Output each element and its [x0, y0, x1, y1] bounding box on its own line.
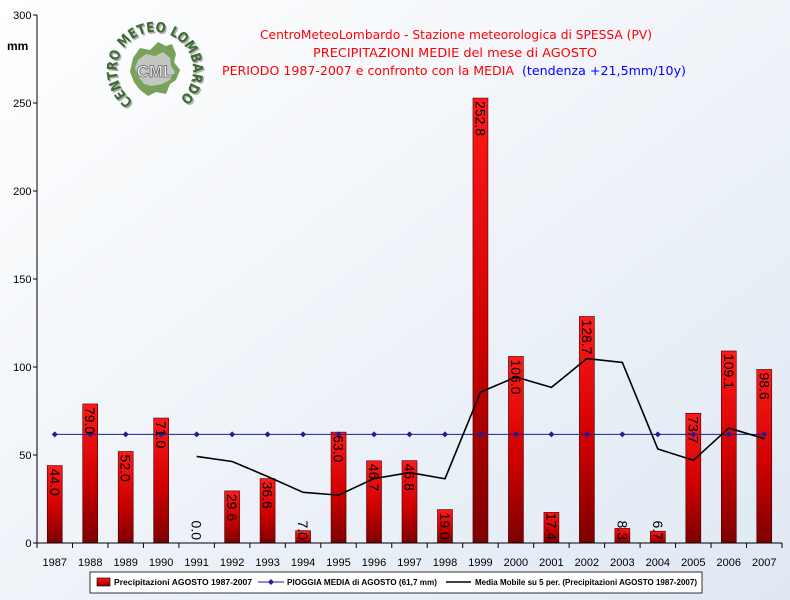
mean-marker-1993	[264, 431, 271, 438]
chart-title-line2: PRECIPITAZIONI MEDIE del mese di AGOSTO	[313, 46, 597, 60]
legend-label-mean: PIOGGIA MEDIA di AGOSTO (61,7 mm)	[287, 578, 437, 587]
mean-marker-1987	[51, 431, 58, 438]
data-labels: 44.0 79.0 52.0 71.0 0.0 29.6 36.6 7.0 63.0 46.7 46…	[47, 101, 773, 540]
x-tick-label-1999: 1999	[468, 557, 492, 569]
data-label-1992: 29.6	[224, 494, 240, 521]
data-label-2003: 8.3	[614, 521, 630, 541]
y-tick-label-0: 0	[25, 538, 31, 550]
data-label-1999: 252.8	[472, 101, 488, 136]
mean-marker-2005	[690, 431, 697, 438]
data-label-2006: 109.1	[721, 354, 737, 389]
bars-series	[46, 97, 773, 544]
data-label-1997: 46.8	[402, 464, 418, 491]
y-tick-label-250: 250	[13, 98, 31, 110]
data-label-1988: 79.0	[82, 407, 98, 434]
y-axis-ticks: 0 50 100 150 200 250 300	[13, 10, 37, 550]
mean-marker-1991	[193, 431, 200, 438]
legend-label-moving-average: Media Mobile su 5 per. (Precipitazioni A…	[475, 578, 697, 587]
chart-trend-note: (tendenza +21,5mm/10y)	[522, 64, 686, 78]
y-tick-label-200: 200	[13, 186, 31, 198]
data-label-1989: 52.0	[118, 454, 134, 481]
mean-marker-2007	[761, 431, 768, 438]
x-tick-label-2006: 2006	[717, 557, 741, 569]
x-tick-label-2002: 2002	[575, 557, 599, 569]
x-tick-label-1988: 1988	[78, 557, 102, 569]
mean-marker-1998	[441, 431, 448, 438]
moving-average-series	[196, 357, 765, 496]
x-tick-label-1989: 1989	[113, 557, 137, 569]
x-tick-label-2001: 2001	[539, 557, 563, 569]
data-label-1993: 36.6	[260, 482, 276, 509]
x-axis-ticks: 1987 1988 1989 1990 1991 1992 1993 1994 1995 1996…	[36, 543, 783, 569]
x-tick-label-2003: 2003	[610, 557, 634, 569]
data-label-2005: 73.7	[685, 416, 701, 443]
mean-marker-2001	[548, 431, 555, 438]
data-label-1991: 0.0	[189, 521, 205, 541]
mean-marker-1997	[406, 431, 413, 438]
mean-marker-1996	[371, 431, 378, 438]
legend: Precipitazioni AGOSTO 1987-2007 PIOGGIA …	[89, 571, 703, 594]
logo-center-blob	[135, 52, 175, 86]
x-tick-label-1995: 1995	[326, 557, 350, 569]
data-label-2002: 128.7	[579, 319, 595, 354]
mean-marker-1990	[158, 431, 165, 438]
mean-marker-1988	[87, 431, 94, 438]
mean-marker-2004	[654, 431, 661, 438]
x-tick-label-2004: 2004	[646, 557, 670, 569]
mean-marker-1992	[229, 431, 236, 438]
legend-mean-marker	[268, 579, 274, 585]
mean-marker-1989	[122, 431, 129, 438]
mean-marker-1995	[335, 431, 342, 438]
mean-marker-2006	[725, 431, 732, 438]
mean-marker-1994	[300, 431, 307, 438]
bar-1999	[472, 97, 489, 544]
x-tick-label-1993: 1993	[255, 557, 279, 569]
data-label-2007: 98.6	[756, 372, 772, 399]
mean-marker-1999	[477, 431, 484, 438]
legend-label-bars: Precipitazioni AGOSTO 1987-2007	[114, 578, 253, 587]
data-label-2001: 17.4	[543, 513, 559, 540]
data-label-1996: 46.7	[366, 464, 382, 491]
y-tick-label-150: 150	[13, 274, 31, 286]
data-label-1990: 71.0	[153, 421, 169, 448]
data-label-1994: 7.0	[295, 521, 311, 541]
mean-marker-2002	[583, 431, 590, 438]
x-tick-label-1990: 1990	[149, 557, 173, 569]
legend-swatch-bars	[96, 577, 111, 587]
x-tick-label-1994: 1994	[291, 557, 315, 569]
x-tick-label-1991: 1991	[184, 557, 208, 569]
x-tick-label-1992: 1992	[220, 557, 244, 569]
mean-marker-2003	[619, 431, 626, 438]
x-tick-label-1987: 1987	[42, 557, 66, 569]
y-tick-label-100: 100	[13, 362, 31, 374]
x-tick-label-2000: 2000	[504, 557, 528, 569]
data-label-2000: 106.0	[508, 359, 524, 394]
y-tick-label-300: 300	[13, 10, 31, 22]
data-label-1995: 63.0	[331, 435, 347, 462]
chart-title-line3: PERIODO 1987-2007 e confronto con la MED…	[222, 64, 515, 78]
data-label-1987: 44.0	[47, 469, 63, 496]
x-tick-label-1996: 1996	[362, 557, 386, 569]
data-label-1998: 19.0	[437, 513, 453, 540]
x-tick-label-2005: 2005	[681, 557, 705, 569]
legend-box	[89, 571, 703, 594]
chart-title-line1: CentroMeteoLombardo - Stazione meteorolo…	[260, 28, 652, 42]
mean-series	[51, 431, 768, 438]
mean-marker-2000	[512, 431, 519, 438]
y-axis-title: mm	[7, 39, 28, 53]
moving-average-line	[196, 357, 765, 496]
x-tick-label-1997: 1997	[397, 557, 421, 569]
x-tick-label-1998: 1998	[433, 557, 457, 569]
y-tick-label-50: 50	[19, 450, 31, 462]
x-tick-label-2007: 2007	[752, 557, 776, 569]
logo-cml-text: CML	[137, 62, 174, 81]
data-label-2004: 6.7	[650, 521, 666, 541]
